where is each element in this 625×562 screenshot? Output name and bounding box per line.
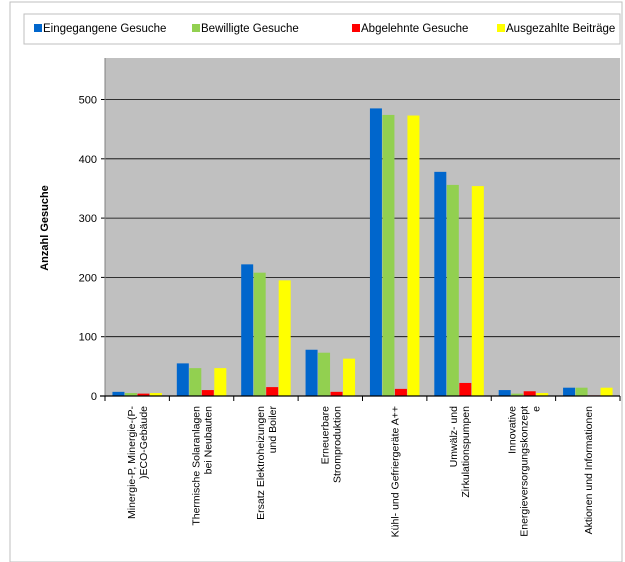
bar bbox=[266, 387, 279, 396]
bar bbox=[253, 272, 266, 396]
legend-label: Ausgezahlte Beiträge bbox=[506, 23, 615, 35]
bar bbox=[471, 186, 484, 396]
y-tick-label: 400 bbox=[79, 154, 97, 166]
bar bbox=[382, 114, 395, 396]
y-axis-ticks: 0 100 200 300 400 500 bbox=[79, 95, 105, 403]
bar bbox=[459, 382, 472, 396]
legend-swatch bbox=[497, 24, 505, 32]
x-category-label: Thermische Solaranlagenbei Neubauten bbox=[191, 406, 215, 526]
y-tick-label: 100 bbox=[79, 332, 97, 344]
bar bbox=[369, 108, 382, 397]
bars bbox=[112, 108, 613, 397]
bar bbox=[318, 352, 331, 396]
legend-swatch bbox=[34, 24, 42, 32]
bar bbox=[241, 264, 254, 396]
y-axis-label: Anzahl Gesuche bbox=[39, 185, 51, 271]
bar bbox=[536, 393, 549, 396]
plot-area bbox=[105, 58, 620, 396]
bar bbox=[149, 393, 162, 396]
bar bbox=[137, 393, 150, 396]
bar bbox=[446, 184, 459, 396]
bar bbox=[201, 390, 214, 396]
bar bbox=[214, 368, 227, 396]
x-category-label: InnovativeEnergieversorgungskonzepte bbox=[506, 406, 542, 537]
legend-box bbox=[23, 13, 621, 45]
legend-swatch bbox=[352, 24, 360, 32]
gridlines bbox=[105, 99, 620, 338]
bar bbox=[434, 171, 447, 396]
bar bbox=[600, 387, 613, 396]
x-category-label: Umwälz- undZirkulationspumpen bbox=[448, 406, 472, 498]
bar bbox=[575, 387, 588, 396]
bar bbox=[278, 280, 291, 396]
bar bbox=[343, 358, 356, 396]
legend-label: Abgelehnte Gesuche bbox=[361, 23, 468, 35]
y-tick-label: 300 bbox=[79, 213, 97, 225]
x-category-label: Ersatz Elektroheizungenund Boiler bbox=[255, 405, 279, 519]
bar bbox=[511, 393, 524, 396]
y-tick-label: 200 bbox=[79, 272, 97, 284]
bar bbox=[407, 115, 420, 397]
bar bbox=[112, 391, 125, 396]
x-axis-ticks bbox=[104, 396, 621, 401]
legend: Eingegangene Gesuche Bewilligte Gesuche Ab… bbox=[34, 23, 615, 35]
legend-label: Bewilligte Gesuche bbox=[201, 23, 299, 35]
bar bbox=[498, 390, 511, 396]
bar bbox=[394, 388, 407, 396]
legend-label: Eingegangene Gesuche bbox=[43, 23, 166, 35]
y-tick-label: 0 bbox=[91, 391, 97, 403]
y-tick-label: 500 bbox=[79, 95, 97, 107]
x-axis-category-labels: Minergie-P, Minergie-(P-)ECO-Gebäude Ther… bbox=[126, 405, 595, 537]
x-category-label: Minergie-P, Minergie-(P-)ECO-Gebäude bbox=[126, 406, 150, 520]
x-category-label: ErneuerbareStromproduktion bbox=[319, 406, 343, 483]
bar bbox=[124, 393, 137, 396]
bar bbox=[563, 387, 576, 396]
bar bbox=[305, 349, 318, 396]
bar bbox=[189, 368, 202, 396]
x-category-label: Aktionen und Informationen bbox=[583, 406, 595, 535]
legend-swatch bbox=[192, 24, 200, 32]
bar bbox=[176, 363, 189, 396]
bar bbox=[523, 391, 536, 396]
bar bbox=[330, 391, 343, 396]
x-category-label: Kühl- und Gefriergeräte A++ bbox=[390, 406, 402, 537]
